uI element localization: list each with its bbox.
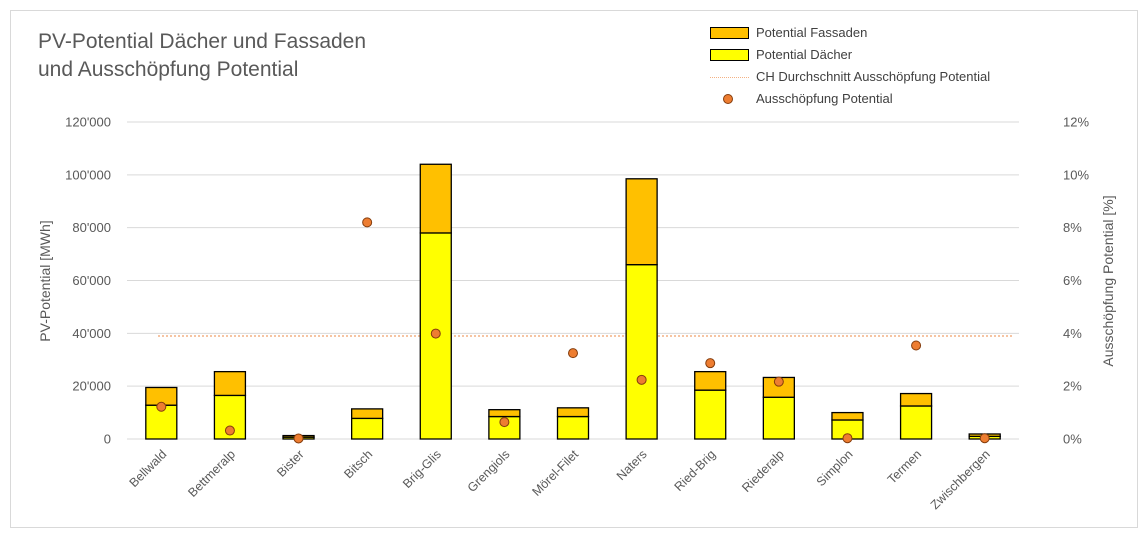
x-tick-label: Ried-Brig — [672, 447, 719, 494]
chart-title: PV-Potential Dächer und Fassaden und Aus… — [38, 28, 366, 84]
legend-swatch-daecher — [710, 49, 749, 61]
y2-tick-label: 4% — [1063, 326, 1082, 341]
bar-daecher — [556, 415, 590, 440]
ausschoepfung-point — [842, 433, 853, 444]
y2-tick-label: 0% — [1063, 432, 1082, 447]
legend-label-ausschoepfung: Ausschöpfung Potential — [756, 91, 893, 106]
ausschoepfung-point — [568, 348, 578, 359]
y2-tick-label: 8% — [1063, 220, 1082, 235]
legend-label-ch-durchschnitt: CH Durchschnitt Ausschöpfung Potential — [756, 69, 991, 84]
x-tick-label: Bellwald — [127, 447, 170, 490]
legend-swatch-marker — [723, 94, 733, 104]
y-tick-label: 0 — [104, 432, 111, 447]
y-tick-label: 120'000 — [65, 115, 111, 130]
x-tick-label: Naters — [614, 447, 650, 483]
bar-fassaden — [556, 407, 590, 418]
legend-label-fassaden: Potential Fassaden — [756, 25, 868, 40]
ausschoepfung-point — [636, 374, 647, 385]
x-tick-label: Simplon — [814, 447, 856, 489]
ausschoepfung-point — [224, 425, 235, 436]
bar-fassaden — [831, 411, 864, 421]
legend-item-fassaden: Potential Fassaden — [706, 22, 990, 44]
chart-title-line-1: PV-Potential Dächer und Fassaden — [38, 30, 367, 53]
y-tick-label: 60'000 — [72, 273, 111, 288]
y-axis-title: PV-Potential [MWh] — [37, 220, 53, 341]
bar-fassaden — [213, 370, 247, 397]
x-tick-label: Termen — [885, 447, 924, 486]
bar-fassaden — [694, 370, 727, 391]
bar-daecher — [694, 389, 727, 440]
y2-tick-label: 10% — [1063, 167, 1089, 182]
legend-swatch-fassaden — [710, 27, 749, 39]
x-tick-label: Bettmeralp — [185, 447, 238, 500]
bar-daecher — [351, 417, 384, 440]
x-tick-label: Mörel-Filet — [529, 447, 581, 499]
ausschoepfung-point — [362, 217, 373, 228]
ausschoepfung-point — [293, 433, 304, 444]
chart-title-line-2: und Ausschöpfung Potential — [38, 58, 299, 81]
x-tick-label: Zwischbergen — [928, 447, 993, 512]
y-tick-label: 40'000 — [72, 326, 111, 341]
bar-daecher — [762, 396, 795, 440]
y-tick-label: 100'000 — [65, 167, 111, 182]
legend-label-daecher: Potential Dächer — [756, 47, 853, 62]
chart-legend: Potential Fassaden Potential Dächer CH D… — [706, 22, 990, 110]
ausschoepfung-point — [499, 417, 510, 428]
x-tick-label: Brig-Glis — [400, 447, 444, 491]
bar-fassaden — [488, 409, 521, 418]
ausschoepfung-point — [979, 433, 990, 444]
x-tick-label: Grengiols — [465, 447, 513, 495]
bar-fassaden — [899, 392, 933, 407]
y-tick-label: 80'000 — [72, 220, 111, 235]
x-tick-label: Riederalp — [739, 447, 787, 495]
legend-item-daecher: Potential Dächer — [706, 44, 990, 66]
y-tick-label: 20'000 — [72, 379, 111, 394]
y2-tick-label: 12% — [1063, 115, 1089, 130]
legend-swatch-ch-line — [710, 77, 749, 78]
ausschoepfung-point — [156, 401, 167, 412]
bar-daecher — [213, 394, 247, 440]
y2-tick-label: 2% — [1063, 379, 1082, 394]
legend-item-ch-durchschnitt: CH Durchschnitt Ausschöpfung Potential — [706, 66, 990, 88]
ausschoepfung-point — [911, 340, 922, 351]
ausschoepfung-point — [430, 328, 441, 339]
x-tick-label: Bitsch — [341, 447, 375, 481]
bar-daecher — [899, 405, 933, 440]
bar-fassaden — [625, 178, 658, 266]
y2-tick-label: 6% — [1063, 273, 1082, 288]
bar-fassaden — [351, 408, 384, 420]
x-tick-label: Bister — [274, 447, 306, 479]
bar-daecher — [625, 263, 658, 440]
chart-frame — [10, 10, 1138, 528]
ausschoepfung-point — [773, 376, 784, 387]
legend-item-ausschoepfung: Ausschöpfung Potential — [706, 88, 990, 110]
ausschoepfung-point — [705, 358, 716, 369]
bar-fassaden — [419, 163, 452, 234]
y2-axis-title: Ausschöpfung Potential [%] — [1100, 195, 1116, 366]
